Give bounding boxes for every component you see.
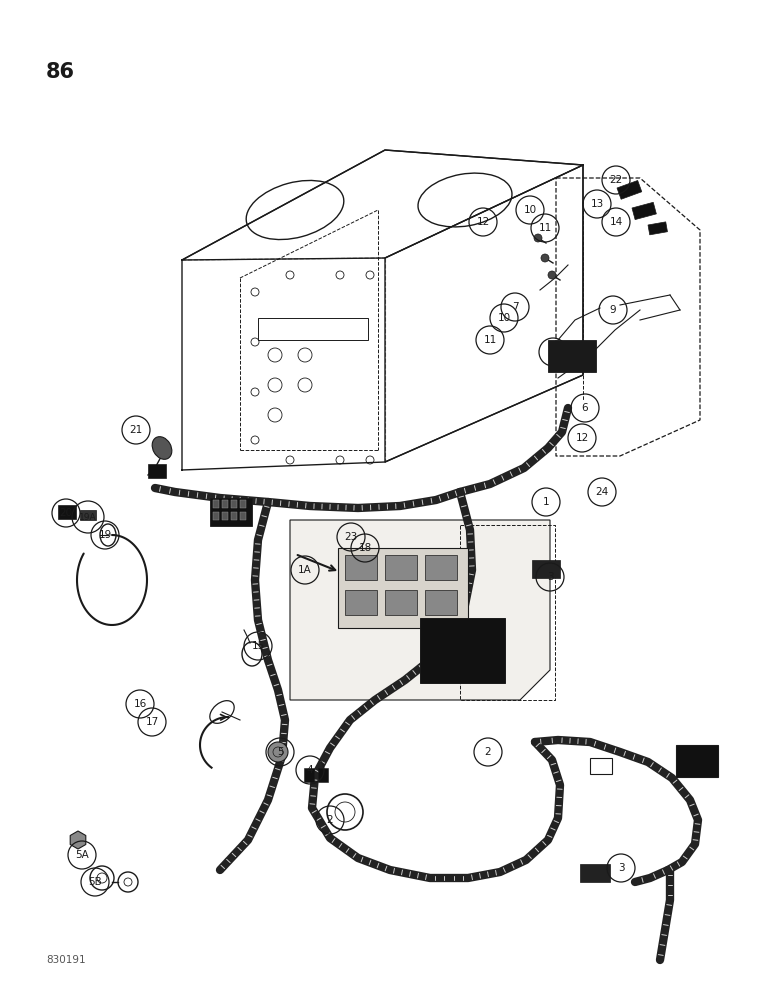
Bar xyxy=(338,548,468,628)
Ellipse shape xyxy=(152,437,172,459)
Text: 24: 24 xyxy=(595,487,608,497)
Polygon shape xyxy=(290,520,550,700)
Bar xyxy=(231,512,237,520)
Text: 1A: 1A xyxy=(298,565,312,575)
Bar xyxy=(532,560,560,578)
Text: 23: 23 xyxy=(344,532,357,542)
Text: 18: 18 xyxy=(358,543,371,553)
Text: 15: 15 xyxy=(252,641,265,651)
Bar xyxy=(210,498,252,526)
Polygon shape xyxy=(70,831,86,849)
Circle shape xyxy=(548,271,556,279)
Bar xyxy=(385,590,417,615)
Bar xyxy=(580,864,610,882)
Bar xyxy=(385,555,417,580)
Bar xyxy=(425,590,457,615)
Text: 6: 6 xyxy=(581,403,588,413)
Text: 10: 10 xyxy=(497,313,510,323)
Text: 3: 3 xyxy=(547,572,554,582)
Text: 1: 1 xyxy=(543,497,550,507)
Text: 11: 11 xyxy=(538,223,552,233)
Bar xyxy=(425,555,457,580)
Text: 16: 16 xyxy=(134,699,147,709)
Bar xyxy=(548,340,596,372)
Text: 4: 4 xyxy=(306,765,313,775)
Bar xyxy=(676,745,718,777)
Bar xyxy=(617,180,642,199)
Bar xyxy=(632,202,656,220)
Bar xyxy=(420,618,505,683)
Text: 5: 5 xyxy=(276,747,283,757)
Bar xyxy=(231,500,237,508)
Bar xyxy=(590,758,612,774)
Bar xyxy=(240,512,246,520)
Text: 22: 22 xyxy=(609,175,623,185)
Bar xyxy=(222,500,228,508)
Circle shape xyxy=(268,742,288,762)
Bar xyxy=(648,222,668,235)
Text: 3: 3 xyxy=(618,863,625,873)
Bar xyxy=(148,464,166,478)
Text: 11: 11 xyxy=(483,335,496,345)
Text: 12: 12 xyxy=(575,433,588,443)
Text: 20: 20 xyxy=(59,508,73,518)
Text: 5B: 5B xyxy=(88,877,102,887)
Bar xyxy=(258,318,368,340)
Text: 86: 86 xyxy=(46,62,75,82)
Text: 14: 14 xyxy=(609,217,623,227)
Text: 10: 10 xyxy=(523,205,537,215)
Text: 9: 9 xyxy=(610,305,616,315)
Bar xyxy=(213,512,219,520)
Bar xyxy=(345,555,377,580)
Bar xyxy=(345,590,377,615)
Text: 2: 2 xyxy=(485,747,491,757)
Text: 2: 2 xyxy=(327,815,334,825)
Bar xyxy=(304,768,314,782)
Bar xyxy=(80,510,96,520)
Text: 830191: 830191 xyxy=(46,955,86,965)
Bar xyxy=(213,500,219,508)
Bar xyxy=(240,500,246,508)
Bar xyxy=(318,768,328,782)
Text: 19A: 19A xyxy=(80,512,96,522)
Circle shape xyxy=(534,234,542,242)
Bar xyxy=(58,505,76,519)
Text: 13: 13 xyxy=(591,199,604,209)
Text: 5A: 5A xyxy=(75,850,89,860)
Text: 7: 7 xyxy=(512,302,518,312)
Text: 19: 19 xyxy=(98,530,112,540)
Text: 8: 8 xyxy=(550,347,557,357)
Circle shape xyxy=(541,254,549,262)
Text: 12: 12 xyxy=(476,217,489,227)
Text: 21: 21 xyxy=(130,425,143,435)
Bar xyxy=(222,512,228,520)
Text: 17: 17 xyxy=(145,717,158,727)
